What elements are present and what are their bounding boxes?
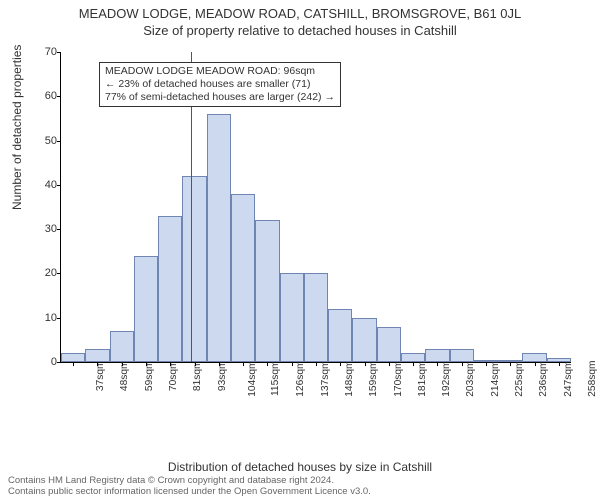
histogram-bar xyxy=(182,176,206,362)
y-tick-label: 20 xyxy=(31,267,57,279)
histogram-bar xyxy=(231,194,255,362)
histogram-bar xyxy=(280,273,304,362)
annotation-line: MEADOW LODGE MEADOW ROAD: 96sqm xyxy=(105,65,335,78)
x-tick-mark xyxy=(170,362,171,366)
x-tick-mark xyxy=(535,362,536,366)
x-tick-mark xyxy=(292,362,293,366)
histogram-bar xyxy=(352,318,376,362)
histogram-bar xyxy=(328,309,352,362)
histogram-bar xyxy=(158,216,182,362)
x-tick-mark xyxy=(243,362,244,366)
histogram-bar xyxy=(401,353,425,362)
x-tick-mark xyxy=(437,362,438,366)
x-tick-label: 159sqm xyxy=(368,361,379,397)
x-tick-mark xyxy=(122,362,123,366)
histogram-bar xyxy=(425,349,449,362)
x-tick-label: 236sqm xyxy=(538,361,549,397)
x-tick-mark xyxy=(365,362,366,366)
x-tick-label: 214sqm xyxy=(489,361,500,397)
y-tick-mark xyxy=(57,141,61,142)
y-axis-label: Number of detached properties xyxy=(10,45,24,210)
x-tick-mark xyxy=(146,362,147,366)
x-tick-mark xyxy=(340,362,341,366)
x-tick-mark xyxy=(462,362,463,366)
annotation-line: ← 23% of detached houses are smaller (71… xyxy=(105,78,335,91)
annotation-line: 77% of semi-detached houses are larger (… xyxy=(105,91,335,104)
histogram-bar xyxy=(450,349,474,362)
x-tick-label: 192sqm xyxy=(441,361,452,397)
footer-line: Contains public sector information licen… xyxy=(8,487,371,498)
y-tick-label: 70 xyxy=(31,46,57,58)
chart-area: 01020304050607037sqm48sqm59sqm70sqm81sqm… xyxy=(60,52,570,422)
x-tick-label: 137sqm xyxy=(319,361,330,397)
histogram-bar xyxy=(255,220,279,362)
x-tick-label: 170sqm xyxy=(392,361,403,397)
x-tick-mark xyxy=(486,362,487,366)
x-tick-mark xyxy=(559,362,560,366)
histogram-bar xyxy=(110,331,134,362)
y-tick-mark xyxy=(57,96,61,97)
histogram-bar xyxy=(61,353,85,362)
histogram-bar xyxy=(304,273,328,362)
x-tick-mark xyxy=(389,362,390,366)
x-tick-label: 203sqm xyxy=(465,361,476,397)
page-title-line1: MEADOW LODGE, MEADOW ROAD, CATSHILL, BRO… xyxy=(0,0,600,21)
histogram-bar xyxy=(207,114,231,362)
y-tick-label: 40 xyxy=(31,179,57,191)
x-tick-mark xyxy=(195,362,196,366)
page-title-line2: Size of property relative to detached ho… xyxy=(0,21,600,38)
x-tick-label: 115sqm xyxy=(270,361,281,397)
x-tick-label: 126sqm xyxy=(295,361,306,397)
histogram-bar xyxy=(85,349,109,362)
x-tick-mark xyxy=(73,362,74,366)
x-tick-mark xyxy=(219,362,220,366)
x-tick-label: 181sqm xyxy=(417,361,428,397)
x-tick-mark xyxy=(510,362,511,366)
y-tick-mark xyxy=(57,318,61,319)
x-tick-label: 247sqm xyxy=(562,361,573,397)
x-tick-mark xyxy=(316,362,317,366)
x-tick-label: 225sqm xyxy=(514,361,525,397)
histogram-bar xyxy=(522,353,546,362)
x-tick-mark xyxy=(413,362,414,366)
y-tick-label: 10 xyxy=(31,312,57,324)
x-axis-label: Distribution of detached houses by size … xyxy=(0,460,600,474)
plot-region: 01020304050607037sqm48sqm59sqm70sqm81sqm… xyxy=(60,52,571,363)
x-tick-label: 148sqm xyxy=(344,361,355,397)
y-tick-mark xyxy=(57,52,61,53)
y-tick-mark xyxy=(57,362,61,363)
y-tick-mark xyxy=(57,273,61,274)
y-tick-mark xyxy=(57,229,61,230)
y-tick-label: 60 xyxy=(31,90,57,102)
x-tick-label: 258sqm xyxy=(587,361,598,397)
y-tick-label: 0 xyxy=(31,356,57,368)
footer-attribution: Contains HM Land Registry data © Crown c… xyxy=(8,476,371,498)
y-tick-label: 50 xyxy=(31,135,57,147)
x-tick-mark xyxy=(97,362,98,366)
x-tick-label: 104sqm xyxy=(247,361,258,397)
y-tick-mark xyxy=(57,185,61,186)
annotation-box: MEADOW LODGE MEADOW ROAD: 96sqm ← 23% of… xyxy=(99,62,341,107)
histogram-bar xyxy=(134,256,158,362)
histogram-bar xyxy=(377,327,401,362)
y-tick-label: 30 xyxy=(31,223,57,235)
x-tick-mark xyxy=(267,362,268,366)
